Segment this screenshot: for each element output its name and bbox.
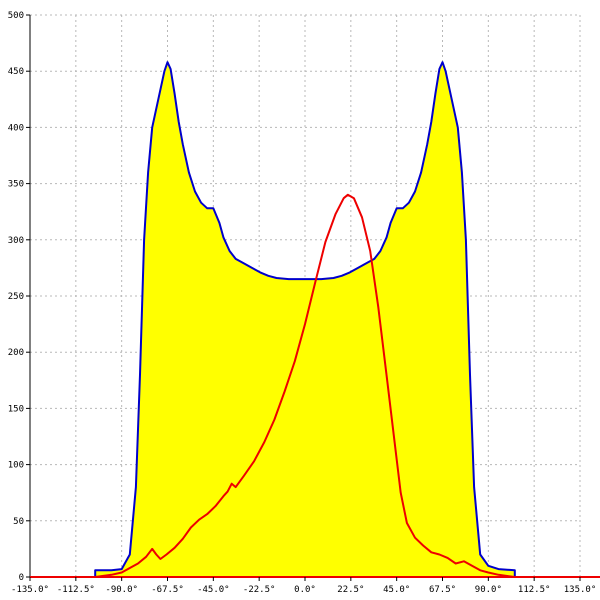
x-tick-label-11: 112.5° — [518, 585, 551, 595]
y-tick-label-9: 450 — [8, 67, 24, 77]
x-tick-label-9: 67.5° — [429, 585, 456, 595]
y-tick-label-5: 250 — [8, 292, 24, 302]
y-tick-label-7: 350 — [8, 180, 24, 190]
x-tick-label-12: 135.0° — [564, 585, 597, 595]
y-tick-label-1: 50 — [13, 517, 24, 527]
x-tick-label-8: 45.0° — [383, 585, 410, 595]
series-0-area — [95, 62, 515, 577]
y-tick-label-2: 100 — [8, 461, 24, 471]
series-0-line — [94, 61, 516, 577]
y-tick-label-4: 200 — [8, 348, 24, 358]
y-tick-label-8: 400 — [8, 123, 24, 133]
x-tick-label-4: -45.0° — [197, 585, 230, 595]
x-tick-label-2: -90.0° — [105, 585, 138, 595]
x-tick-label-1: -112.5° — [57, 585, 95, 595]
series-1-line — [30, 193, 580, 578]
x-tick-label-6: 0.0° — [294, 585, 316, 595]
x-tick-label-10: 90.0° — [475, 585, 502, 595]
label-layer: -135.0° -112.5° -90.0° -67.5° -45.0° -22.5° 0.… — [8, 11, 597, 595]
axis-layer — [26, 14, 600, 581]
y-tick-label-6: 300 — [8, 236, 24, 246]
y-tick-label-3: 150 — [8, 404, 24, 414]
y-tick-label-10: 500 — [8, 11, 24, 21]
y-tick-label-0: 0 — [19, 573, 24, 583]
x-tick-label-5: -22.5° — [243, 585, 276, 595]
series-layer — [30, 61, 580, 578]
x-tick-label-0: -135.0° — [11, 585, 49, 595]
x-tick-label-7: 22.5° — [337, 585, 364, 595]
x-tick-label-3: -67.5° — [151, 585, 184, 595]
